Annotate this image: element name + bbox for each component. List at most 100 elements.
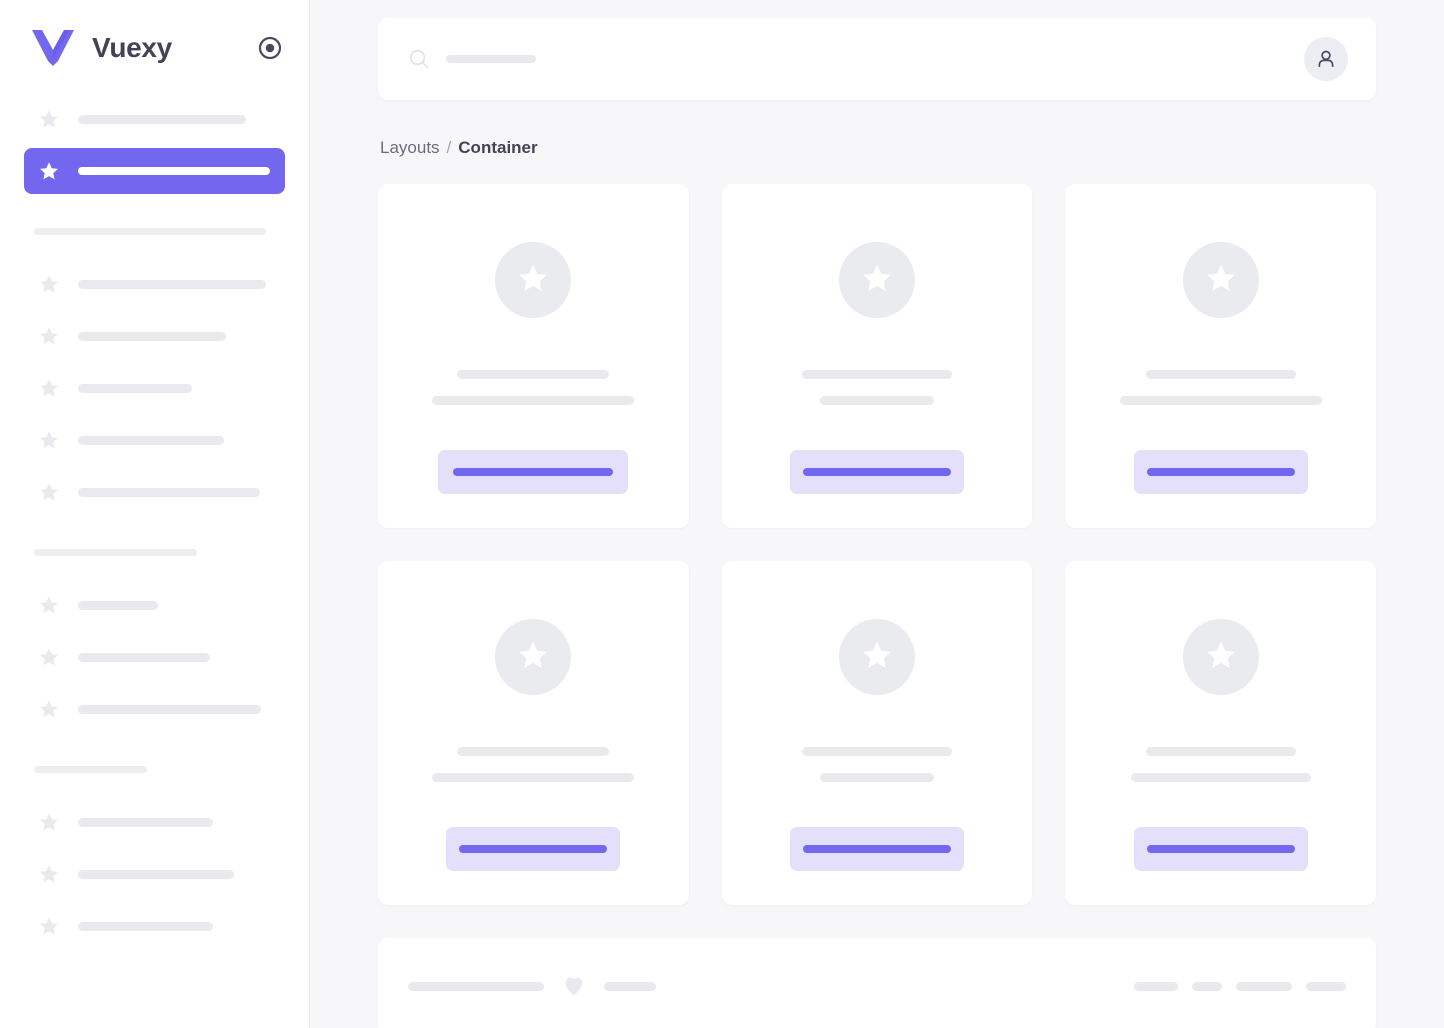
- sidebar-item-6[interactable]: [24, 469, 285, 515]
- star-icon: [860, 261, 894, 300]
- card-subtitle-placeholder: [819, 396, 934, 405]
- card-action-button[interactable]: [446, 827, 621, 871]
- star-icon: [38, 325, 60, 347]
- sidebar-item-label-placeholder: [78, 383, 192, 393]
- card-avatar: [495, 242, 572, 318]
- sidebar-section-divider: [34, 228, 266, 235]
- sidebar-item-11[interactable]: [24, 851, 285, 897]
- top-navbar: [378, 18, 1376, 100]
- star-icon: [38, 646, 60, 668]
- card-action-button[interactable]: [789, 827, 964, 871]
- sidebar-item-7[interactable]: [24, 582, 285, 628]
- sidebar-item-10[interactable]: [24, 799, 285, 845]
- card-action-button[interactable]: [1133, 827, 1308, 871]
- star-icon: [38, 273, 60, 295]
- card-action-button[interactable]: [438, 450, 629, 494]
- brand-name: Vuexy: [92, 32, 172, 63]
- star-icon: [516, 638, 550, 677]
- sidebar-item-label-placeholder: [78, 331, 226, 341]
- sidebar-item-label-placeholder: [78, 921, 213, 931]
- sidebar: Vuexy: [0, 0, 310, 1028]
- sidebar-item-3[interactable]: [24, 313, 285, 359]
- star-icon: [38, 811, 60, 833]
- sidebar-item-4[interactable]: [24, 365, 285, 411]
- sidebar-item-1[interactable]: [24, 148, 285, 194]
- card-action-button[interactable]: [1133, 450, 1308, 494]
- sidebar-item-0[interactable]: [24, 96, 285, 142]
- card-button-label-placeholder: [1146, 468, 1295, 476]
- footer-link-placeholder[interactable]: [1306, 981, 1346, 991]
- vuexy-chevron-logo-icon: [30, 28, 76, 68]
- sidebar-item-label-placeholder: [78, 487, 260, 497]
- sidebar-item-label-placeholder: [78, 167, 270, 175]
- footer-links: [1134, 981, 1346, 991]
- sidebar-item-12[interactable]: [24, 903, 285, 949]
- breadcrumb: Layouts / Container: [380, 138, 1376, 158]
- content-card: [721, 561, 1033, 905]
- main-content: Layouts / Container: [310, 0, 1444, 1028]
- content-card: [378, 561, 689, 905]
- card-button-label-placeholder: [1146, 845, 1295, 853]
- star-icon: [38, 429, 60, 451]
- star-icon: [38, 481, 60, 503]
- sidebar-item-label-placeholder: [78, 704, 261, 714]
- breadcrumb-separator: /: [446, 138, 452, 157]
- brand-header: Vuexy: [0, 0, 309, 96]
- heart-icon: [562, 974, 586, 998]
- sidebar-item-9[interactable]: [24, 686, 285, 732]
- card-action-button[interactable]: [789, 450, 964, 494]
- card-button-label-placeholder: [453, 468, 614, 476]
- footer-link-placeholder[interactable]: [1236, 981, 1292, 991]
- sidebar-item-label-placeholder: [78, 435, 224, 445]
- star-icon: [38, 863, 60, 885]
- sidebar-item-label-placeholder: [78, 652, 210, 662]
- star-icon: [516, 261, 550, 300]
- circle-dot-icon[interactable]: [257, 35, 283, 61]
- search-placeholder-bar: [446, 55, 536, 63]
- star-icon: [38, 377, 60, 399]
- content-card: [378, 184, 689, 528]
- footer-link-placeholder[interactable]: [1134, 981, 1178, 991]
- sidebar-item-2[interactable]: [24, 261, 285, 307]
- footer-left-placeholder: [408, 981, 544, 991]
- card-title-placeholder: [1145, 747, 1296, 756]
- card-grid: [378, 184, 1376, 905]
- content-card: [721, 184, 1033, 528]
- card-button-label-placeholder: [802, 468, 951, 476]
- content-card: [1065, 561, 1376, 905]
- card-button-label-placeholder: [802, 845, 951, 853]
- sidebar-item-8[interactable]: [24, 634, 285, 680]
- sidebar-nav: [0, 96, 309, 949]
- card-title-placeholder: [457, 370, 610, 379]
- sidebar-item-label-placeholder: [78, 114, 246, 124]
- card-title-placeholder: [801, 370, 952, 379]
- card-title-placeholder: [1145, 370, 1296, 379]
- avatar[interactable]: [1304, 37, 1348, 81]
- star-icon: [38, 915, 60, 937]
- card-subtitle-placeholder: [1119, 396, 1322, 405]
- sidebar-item-5[interactable]: [24, 417, 285, 463]
- card-avatar: [1182, 242, 1259, 318]
- card-subtitle-placeholder: [432, 773, 635, 782]
- card-avatar: [495, 619, 572, 695]
- star-icon: [38, 594, 60, 616]
- card-button-label-placeholder: [459, 845, 608, 853]
- card-avatar: [838, 619, 915, 695]
- card-title-placeholder: [801, 747, 952, 756]
- card-subtitle-placeholder: [1130, 773, 1311, 782]
- content-card: [1065, 184, 1376, 528]
- footer-link-placeholder[interactable]: [1192, 981, 1222, 991]
- sidebar-item-label-placeholder: [78, 279, 266, 289]
- search-input[interactable]: [408, 48, 536, 70]
- card-avatar: [1182, 619, 1259, 695]
- breadcrumb-parent[interactable]: Layouts: [380, 138, 440, 157]
- search-icon: [408, 48, 430, 70]
- breadcrumb-current: Container: [458, 138, 538, 157]
- sidebar-item-label-placeholder: [78, 869, 234, 879]
- card-title-placeholder: [457, 747, 610, 756]
- footer-bar: [378, 938, 1376, 1028]
- sidebar-item-label-placeholder: [78, 600, 158, 610]
- sidebar-section-divider: [34, 766, 147, 773]
- star-icon: [1204, 638, 1238, 677]
